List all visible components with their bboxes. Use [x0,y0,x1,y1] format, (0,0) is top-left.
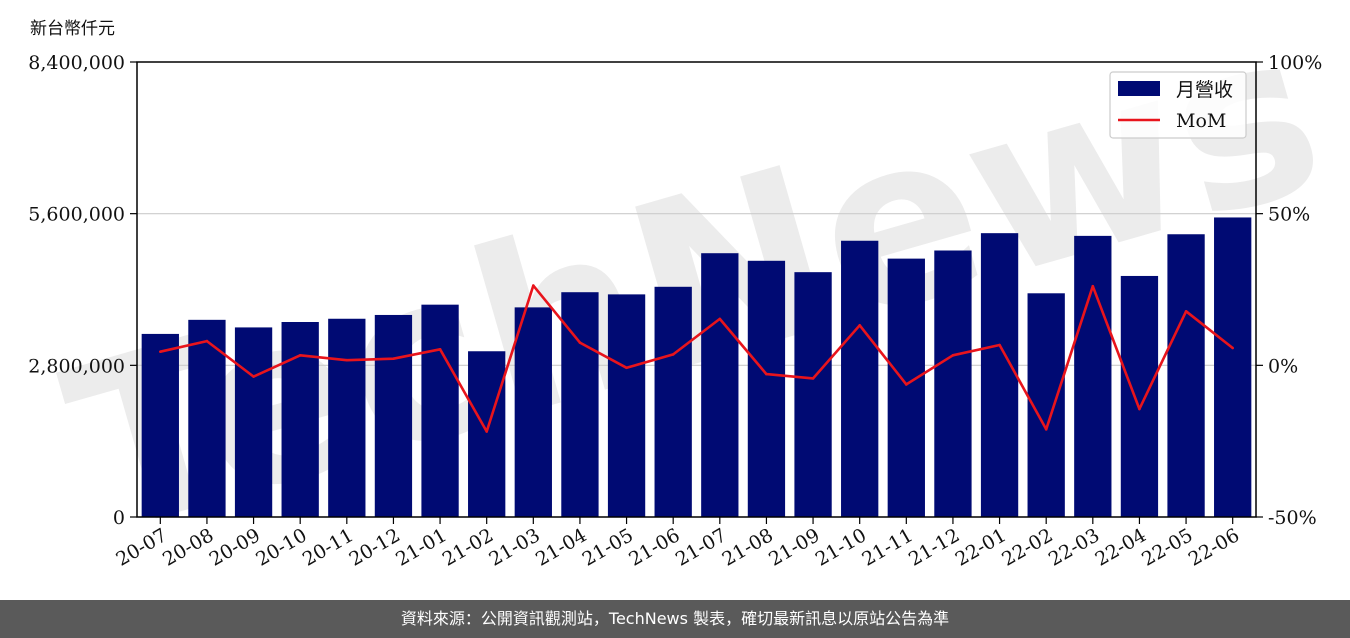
bar-21-10 [841,240,879,517]
right-y-axis: -50% 0% 50% 100% [1256,52,1322,529]
y-axis-unit-label: 新台幣仟元 [30,19,115,39]
x-tick-label: 22-03 [1045,524,1103,570]
mom-point-22-05 [1184,310,1188,313]
mom-point-20-07 [159,350,162,353]
gridlines [137,213,1256,366]
bar-22-04 [1120,275,1159,517]
mom-point-21-05 [625,366,628,370]
x-tick-label: 22-04 [1091,524,1149,570]
x-tick-label: 21-12 [905,524,963,570]
bar-21-02 [468,351,506,517]
x-tick-label: 21-08 [718,524,776,570]
bar-20-11 [328,318,366,517]
mom-point-21-07 [718,317,722,321]
left-tick-label: 8,400,000 [28,52,125,74]
mom-point-22-03 [1091,284,1095,288]
x-tick-label: 21-10 [812,524,870,570]
legend-label-mom: MoM [1176,110,1226,132]
bar-21-07 [701,253,739,518]
mom-point-21-04 [578,341,582,344]
bar-22-05 [1167,234,1205,517]
mom-point-21-03 [532,284,535,287]
bar-21-11 [887,258,925,517]
bar-21-04 [561,292,599,517]
x-tick-label: 21-07 [672,524,730,570]
x-tick-label: 21-11 [858,524,916,570]
mom-point-21-06 [671,353,675,356]
legend: 月營收 MoM [1109,71,1247,139]
legend-swatch-bar [1118,81,1160,96]
plot-border [136,61,1257,518]
mom-point-22-01 [998,343,1001,347]
x-tick-label: 21-05 [579,524,637,570]
bar-22-03 [1074,235,1112,517]
mom-point-21-02 [485,430,488,433]
bar-21-12 [934,250,972,517]
mom-point-20-12 [392,357,395,360]
bar-21-09 [794,272,832,517]
left-tick-label: 2,800,000 [28,355,125,377]
mom-point-21-09 [811,377,815,380]
mom-point-21-01 [438,347,442,351]
x-tick-label: 22-01 [952,524,1010,570]
bar-20-07 [141,333,179,517]
x-tick-label: 21-03 [485,524,543,570]
left-tick-label: 5,600,000 [28,204,125,226]
bar-20-09 [234,327,273,517]
mom-line [159,284,1234,433]
mom-point-21-08 [765,372,768,376]
mom-point-22-02 [1044,428,1048,431]
mom-point-20-09 [252,375,255,378]
mom-point-20-11 [345,358,349,362]
mom-point-21-10 [858,323,861,327]
bar-20-10 [281,322,319,517]
mom-point-21-12 [951,354,955,357]
source-footer: 資料來源：公開資訊觀測站，TechNews 製表，確切最新訊息以原站公告為準 [0,600,1350,638]
right-tick-label: -50% [1268,507,1317,529]
x-tick-label: 20-12 [345,524,403,570]
mom-point-22-04 [1138,407,1141,411]
x-tick-label: 21-09 [765,524,823,570]
revenue-bars [141,217,1252,518]
mom-point-21-11 [905,383,908,386]
bar-21-03 [514,307,552,517]
x-tick-label: 21-06 [625,524,683,570]
right-tick-label: 50% [1268,204,1310,226]
x-tick-label: 22-02 [998,524,1056,570]
x-tick-label: 21-02 [439,524,497,570]
bar-20-12 [374,314,413,517]
x-tick-label: 22-06 [1185,524,1243,570]
x-tick-label: 21-04 [532,524,590,570]
right-tick-label: 0% [1268,355,1298,377]
legend-label-revenue: 月營收 [1176,79,1233,101]
right-tick-label: 100% [1268,52,1322,74]
mom-point-20-08 [205,339,209,343]
plot-frame [136,61,1257,518]
x-tick-label: 22-05 [1138,524,1196,570]
mom-point-20-10 [298,354,302,357]
mom-series-line [160,284,1234,433]
x-tick-label: 21-01 [392,524,450,570]
mom-point-22-06 [1231,346,1234,350]
left-y-axis: 0 2,800,000 5,600,000 8,400,000 [28,52,137,529]
bar-20-08 [188,319,226,517]
bar-22-01 [980,233,1019,517]
bar-22-06 [1214,217,1252,518]
bar-21-06 [654,286,692,517]
bar-21-01 [421,304,459,517]
bar-21-05 [607,294,646,517]
left-tick-label: 0 [113,507,125,529]
bar-21-08 [747,260,786,517]
